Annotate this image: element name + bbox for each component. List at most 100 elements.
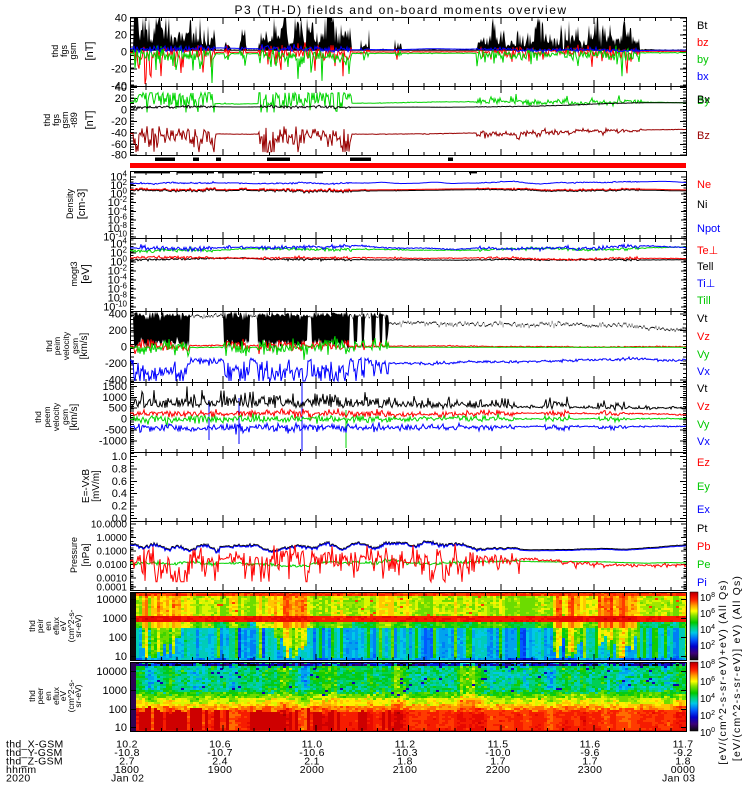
svg-text:Vz: Vz <box>697 401 710 413</box>
svg-text:sr-eV): sr-eV) <box>73 684 83 707</box>
svg-text:-10.8: -10.8 <box>114 747 139 759</box>
svg-text:2200: 2200 <box>486 764 511 776</box>
svg-text:40: 40 <box>115 13 127 25</box>
svg-text:Vx: Vx <box>697 366 710 378</box>
svg-text:By: By <box>697 95 710 107</box>
svg-text:thd: thd <box>27 690 37 702</box>
svg-text:eV: eV <box>58 690 68 701</box>
svg-text:-60: -60 <box>111 139 127 151</box>
svg-text:11.0: 11.0 <box>302 739 323 751</box>
svg-text:thd: thd <box>44 340 54 352</box>
svg-text:1.8: 1.8 <box>397 756 413 768</box>
svg-text:0000: 0000 <box>671 764 696 776</box>
svg-text:1800: 1800 <box>115 764 140 776</box>
svg-text:thd: thd <box>33 411 43 423</box>
svg-text:10000: 10000 <box>96 594 127 606</box>
svg-text:2100: 2100 <box>393 764 418 776</box>
svg-text:Pressure: Pressure <box>69 537 79 573</box>
svg-text:Vt: Vt <box>697 313 707 325</box>
svg-text:-9.2: -9.2 <box>673 747 692 759</box>
svg-text:[nT]: [nT] <box>84 111 96 130</box>
svg-text:eflux: eflux <box>51 616 61 635</box>
svg-text:Ex: Ex <box>697 504 710 516</box>
svg-text:[km/s]: [km/s] <box>79 332 90 359</box>
svg-text:1900: 1900 <box>208 764 233 776</box>
svg-text:0.4: 0.4 <box>112 488 127 500</box>
svg-text:Vy: Vy <box>697 349 710 361</box>
svg-text:en: en <box>43 691 53 701</box>
svg-text:0.6: 0.6 <box>112 476 127 488</box>
svg-text:peer: peer <box>35 687 45 704</box>
svg-text:Vy: Vy <box>697 419 710 431</box>
svg-text:thd: thd <box>50 45 60 58</box>
svg-text:-10.0: -10.0 <box>485 747 510 759</box>
svg-text:1000: 1000 <box>103 685 127 697</box>
svg-text:11.7: 11.7 <box>673 739 694 751</box>
svg-text:peem: peem <box>42 406 52 427</box>
svg-text:10: 10 <box>115 651 127 663</box>
svg-text:P3 (TH-D) fields and on-board: P3 (TH-D) fields and on-board moments ov… <box>234 3 567 17</box>
svg-text:[mV/m]: [mV/m] <box>91 470 102 502</box>
svg-text:-40: -40 <box>111 128 127 140</box>
svg-text:-1000: -1000 <box>99 436 127 448</box>
svg-text:-500: -500 <box>105 425 127 437</box>
svg-text:(cm^2-s-: (cm^2-s- <box>66 609 76 642</box>
svg-text:0.8: 0.8 <box>112 463 127 475</box>
svg-text:1.0: 1.0 <box>112 451 127 463</box>
svg-text:velocity: velocity <box>61 331 71 360</box>
svg-text:0.2: 0.2 <box>112 501 127 513</box>
svg-text:eV: eV <box>58 620 68 631</box>
svg-text:40: 40 <box>115 82 127 94</box>
svg-text:(cm^2-s-: (cm^2-s- <box>66 679 76 712</box>
svg-text:1.7: 1.7 <box>490 756 506 768</box>
svg-text:0.0100: 0.0100 <box>96 560 127 571</box>
svg-text:1000: 1000 <box>103 613 127 625</box>
svg-text:E=-VxB: E=-VxB <box>81 469 92 504</box>
svg-text:Pe: Pe <box>697 559 710 571</box>
svg-text:-40: -40 <box>111 80 127 92</box>
svg-text:-400: -400 <box>105 375 127 387</box>
svg-text:gsm: gsm <box>60 409 70 425</box>
svg-text:1.8: 1.8 <box>675 756 691 768</box>
svg-text:-10.6: -10.6 <box>299 747 324 759</box>
svg-text:2000: 2000 <box>300 764 325 776</box>
svg-text:2020: 2020 <box>6 773 31 785</box>
svg-text:eflux: eflux <box>51 686 61 705</box>
svg-text:[eV/(cm^2-s-sr-eV)] eV) (All Q: [eV/(cm^2-s-sr-eV)] eV) (All Qs) <box>731 575 743 761</box>
svg-text:Npot: Npot <box>697 223 720 235</box>
svg-text:Till: Till <box>697 295 711 307</box>
svg-text:peim: peim <box>52 337 62 355</box>
svg-text:-9.6: -9.6 <box>580 747 599 759</box>
svg-text:0.0: 0.0 <box>112 513 127 525</box>
svg-text:bz: bz <box>697 37 709 49</box>
svg-text:2.4: 2.4 <box>212 756 228 768</box>
svg-text:100: 100 <box>109 704 127 716</box>
svg-text:10000: 10000 <box>96 666 127 678</box>
svg-text:10.0000: 10.0000 <box>91 520 128 531</box>
svg-text:thd_Y-GSM: thd_Y-GSM <box>6 747 63 759</box>
svg-text:Tell: Tell <box>697 261 714 273</box>
svg-text:20: 20 <box>115 30 127 42</box>
svg-text:Ez: Ez <box>697 457 710 469</box>
svg-text:Te⊥: Te⊥ <box>697 245 718 257</box>
svg-text:sr-eV): sr-eV) <box>73 614 83 637</box>
svg-text:10.2: 10.2 <box>116 739 138 751</box>
svg-text:-10.3: -10.3 <box>392 747 417 759</box>
svg-text:velocity: velocity <box>51 402 61 431</box>
svg-text:Bx: Bx <box>697 94 710 106</box>
svg-text:[eV/(cm^2-s-sr-eV)+eV) (All Qs: [eV/(cm^2-s-sr-eV)+eV) (All Qs) <box>717 579 729 764</box>
svg-text:bx: bx <box>697 71 709 83</box>
svg-text:1.0000: 1.0000 <box>96 533 127 544</box>
svg-text:0: 0 <box>121 414 127 426</box>
svg-text:0: 0 <box>121 105 127 117</box>
svg-text:[nPa]: [nPa] <box>81 543 92 567</box>
svg-text:-200: -200 <box>105 358 127 370</box>
svg-text:Density: Density <box>65 188 75 219</box>
svg-text:Ne: Ne <box>697 179 711 191</box>
svg-text:Bt: Bt <box>697 20 707 32</box>
svg-text:-10.7: -10.7 <box>207 747 232 759</box>
svg-text:thd: thd <box>27 620 37 632</box>
svg-text:Ni: Ni <box>697 199 707 211</box>
svg-text:gsm: gsm <box>68 42 78 59</box>
svg-text:0: 0 <box>121 342 127 354</box>
